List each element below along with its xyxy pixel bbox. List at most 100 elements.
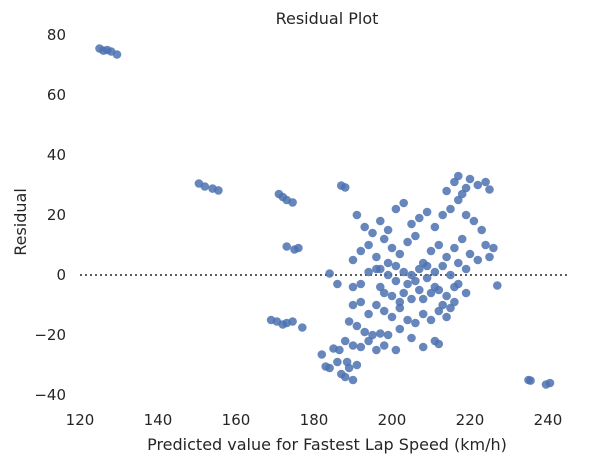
scatter-point	[352, 360, 362, 370]
scatter-point	[344, 317, 354, 326]
scatter-point	[403, 279, 412, 289]
scatter-point	[485, 252, 494, 262]
scatter-point	[473, 255, 483, 265]
scatter-point	[526, 376, 535, 385]
scatter-point	[325, 269, 334, 278]
scatter-point	[364, 309, 373, 319]
data-points	[95, 44, 555, 389]
scatter-point	[415, 213, 424, 223]
y-tick-label: −20	[34, 326, 66, 344]
scatter-point	[442, 186, 451, 196]
scatter-point	[376, 329, 385, 338]
scatter-point	[442, 252, 451, 262]
scatter-point	[426, 288, 436, 298]
scatter-point	[298, 323, 307, 332]
scatter-point	[434, 285, 444, 295]
scatter-point	[442, 312, 451, 322]
scatter-point	[395, 249, 405, 259]
scatter-point	[430, 267, 440, 277]
scatter-point	[376, 216, 385, 226]
scatter-point	[446, 204, 455, 214]
scatter-point	[461, 264, 471, 274]
scatter-point	[352, 210, 362, 220]
scatter-point	[282, 242, 292, 251]
scatter-point	[376, 264, 385, 274]
x-tick-label: 120	[66, 411, 95, 429]
x-tick-label: 180	[300, 411, 329, 429]
scatter-point	[325, 363, 334, 373]
scatter-point	[545, 378, 555, 388]
scatter-point	[368, 228, 377, 238]
scatter-point	[454, 171, 463, 181]
scatter-point	[372, 300, 381, 310]
scatter-point	[426, 315, 436, 325]
scatter-point	[112, 50, 122, 59]
scatter-point	[403, 237, 412, 247]
scatter-point	[493, 281, 502, 290]
scatter-point	[372, 345, 381, 355]
scatter-point	[340, 372, 350, 382]
scatter-point	[288, 317, 297, 326]
scatter-point	[465, 174, 475, 184]
scatter-point	[422, 207, 432, 217]
scatter-point	[383, 258, 393, 268]
scatter-point	[477, 225, 487, 235]
scatter-point	[372, 252, 381, 262]
scatter-point	[411, 276, 420, 286]
scatter-point	[399, 288, 409, 298]
scatter-point	[387, 291, 397, 301]
scatter-point	[379, 341, 389, 350]
scatter-point	[454, 258, 463, 268]
scatter-point	[481, 240, 490, 250]
scatter-point	[200, 182, 210, 191]
scatter-point	[391, 204, 401, 214]
scatter-point	[294, 243, 303, 253]
scatter-point	[473, 180, 483, 190]
x-tick-label: 160	[222, 411, 251, 429]
scatter-point	[340, 183, 350, 192]
scatter-point	[391, 276, 401, 286]
scatter-point	[395, 303, 405, 313]
scatter-point	[340, 336, 350, 346]
scatter-point	[356, 297, 366, 307]
scatter-point	[348, 375, 358, 385]
scatter-point	[317, 350, 327, 359]
scatter-point	[457, 189, 467, 199]
scatter-point	[407, 294, 416, 304]
x-tick-label: 140	[144, 411, 173, 429]
x-axis-ticks: 120 140 160 180 200 220 240	[66, 411, 563, 429]
scatter-point	[383, 330, 393, 340]
scatter-point	[457, 234, 467, 244]
scatter-point	[360, 327, 370, 337]
scatter-point	[485, 185, 494, 194]
scatter-point	[333, 279, 342, 289]
scatter-point	[364, 240, 373, 250]
scatter-point	[465, 249, 475, 259]
scatter-point	[387, 243, 397, 253]
scatter-point	[411, 318, 420, 328]
scatter-point	[387, 312, 397, 322]
scatter-point	[407, 219, 416, 229]
scatter-point	[360, 222, 370, 232]
y-tick-label: 40	[47, 146, 66, 164]
scatter-point	[335, 345, 344, 355]
scatter-point	[288, 198, 297, 207]
scatter-point	[348, 341, 358, 350]
y-axis-ticks: −40 −20 0 20 40 60 80	[34, 26, 66, 404]
y-tick-label: −40	[34, 386, 66, 404]
scatter-point	[364, 267, 373, 277]
scatter-point	[395, 324, 405, 334]
scatter-point	[379, 306, 389, 316]
x-tick-label: 220	[456, 411, 485, 429]
scatter-point	[344, 363, 354, 373]
y-tick-label: 60	[47, 86, 66, 104]
scatter-point	[418, 294, 428, 304]
scatter-point	[368, 330, 377, 340]
x-tick-label: 200	[378, 411, 407, 429]
scatter-point	[348, 255, 358, 265]
scatter-point	[446, 270, 455, 280]
scatter-point	[379, 288, 389, 298]
scatter-point	[356, 246, 366, 256]
scatter-point	[450, 297, 459, 307]
